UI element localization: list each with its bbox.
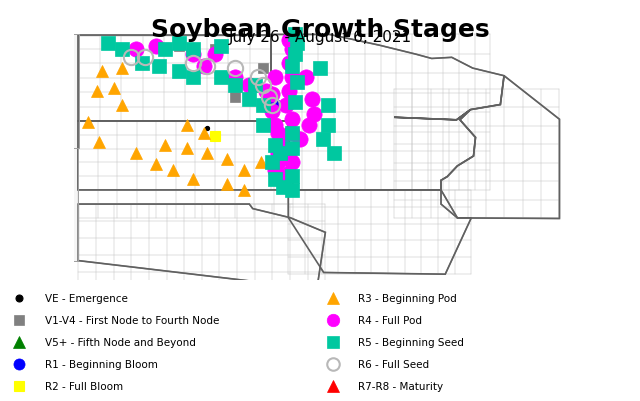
Polygon shape	[271, 35, 504, 190]
Text: R5 - Beginning Seed: R5 - Beginning Seed	[358, 337, 464, 347]
Polygon shape	[394, 77, 559, 219]
Polygon shape	[289, 190, 471, 275]
Text: R4 - Full Pod: R4 - Full Pod	[358, 315, 422, 325]
Text: R6 - Full Seed: R6 - Full Seed	[358, 359, 429, 369]
Text: V1-V4 - First Node to Fourth Node: V1-V4 - First Node to Fourth Node	[45, 315, 219, 325]
Polygon shape	[78, 205, 325, 289]
Text: VE - Emergence: VE - Emergence	[45, 293, 127, 303]
Text: Soybean Growth Stages: Soybean Growth Stages	[150, 18, 490, 42]
Text: R1 - Beginning Bloom: R1 - Beginning Bloom	[45, 359, 157, 369]
Polygon shape	[78, 122, 293, 190]
Polygon shape	[0, 35, 79, 148]
Text: July 26 - August 6, 2021: July 26 - August 6, 2021	[228, 30, 412, 45]
Polygon shape	[0, 148, 78, 261]
Text: V5+ - Fifth Node and Beyond: V5+ - Fifth Node and Beyond	[45, 337, 196, 347]
Text: R2 - Full Bloom: R2 - Full Bloom	[45, 381, 123, 391]
Text: R3 - Beginning Pod: R3 - Beginning Pod	[358, 293, 457, 303]
Polygon shape	[78, 36, 271, 122]
Text: R7-R8 - Maturity: R7-R8 - Maturity	[358, 381, 444, 391]
